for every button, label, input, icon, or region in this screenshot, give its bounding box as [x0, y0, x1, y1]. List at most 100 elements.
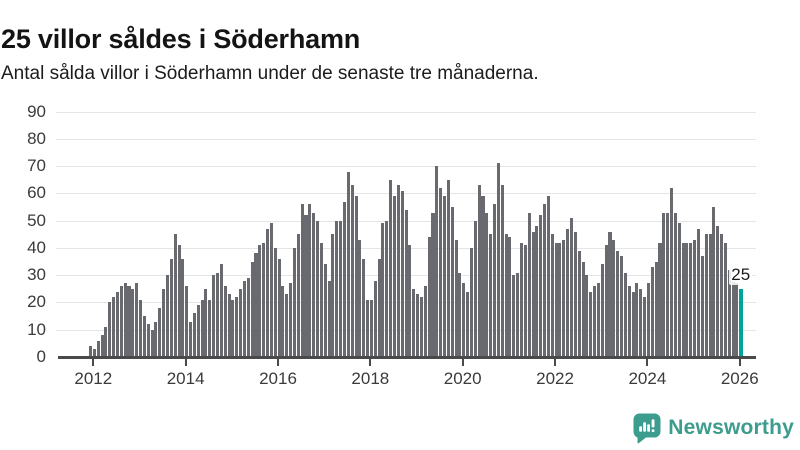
bar: [342, 201, 346, 357]
bar: [481, 196, 485, 357]
bar: [450, 207, 454, 357]
y-axis-label: 40: [27, 237, 46, 257]
bar: [239, 288, 243, 357]
bar: [566, 228, 570, 357]
bar: [177, 245, 181, 357]
x-axis-tick: [461, 358, 464, 366]
bar: [562, 239, 566, 357]
bar: [312, 212, 316, 357]
bar: [485, 212, 489, 357]
bar: [654, 261, 658, 357]
x-axis-label: 2022: [536, 369, 574, 388]
bar: [158, 307, 162, 357]
y-axis-label: 0: [36, 347, 46, 366]
bar: [527, 212, 531, 357]
bar: [304, 215, 308, 357]
x-axis-tick: [554, 358, 557, 366]
bar: [462, 283, 466, 357]
gridline-y70: [56, 166, 756, 168]
bar: [208, 299, 212, 357]
bar: [192, 313, 196, 357]
bar: [704, 234, 708, 357]
bar: [623, 272, 627, 357]
bar: [500, 185, 504, 357]
bar: [292, 247, 296, 357]
bar: [489, 234, 493, 357]
bar: [431, 212, 435, 357]
bar: [142, 316, 146, 357]
bar: [115, 291, 119, 357]
bar: [577, 250, 581, 357]
bar: [593, 286, 597, 357]
x-axis-label: 2018: [351, 369, 390, 388]
x-axis-label: 2016: [259, 369, 297, 388]
x-axis-tick: [738, 358, 741, 366]
highlight-bar: [739, 288, 743, 357]
bar: [504, 234, 508, 357]
chart-subtitle: Antal sålda villor i Söderhamn under de …: [1, 63, 539, 84]
bar: [215, 272, 220, 357]
bar: [231, 299, 235, 357]
bar: [469, 247, 473, 357]
bar: [127, 286, 131, 357]
bar: [539, 215, 543, 357]
newsworthy-logo[interactable]: Newsworthy: [633, 410, 794, 446]
bar: [119, 286, 123, 357]
bar: [558, 242, 562, 357]
bar: [735, 283, 739, 357]
bar: [712, 207, 716, 357]
bar: [362, 258, 366, 357]
bar: [727, 269, 731, 357]
newsworthy-wordmark: Newsworthy: [668, 416, 794, 439]
bar: [573, 231, 577, 357]
x-axis-tick: [646, 358, 649, 366]
bar: [316, 220, 320, 357]
bar: [585, 275, 589, 357]
bar: [354, 196, 358, 357]
bar: [631, 291, 635, 357]
x-axis-label: 2020: [443, 369, 482, 388]
bar: [339, 220, 343, 357]
bar: [108, 302, 112, 357]
bar: [546, 196, 550, 357]
bar: [135, 283, 139, 357]
bar: [165, 275, 169, 357]
y-axis-label: 10: [27, 319, 46, 339]
bar: [435, 166, 439, 357]
y-axis-label: 90: [27, 101, 46, 121]
bar: [416, 294, 420, 357]
bar: [404, 209, 408, 357]
bar: [139, 299, 143, 357]
bar: [335, 220, 339, 357]
page-title: 25 villor såldes i Söderhamn: [1, 24, 361, 55]
bar: [589, 291, 593, 357]
bar: [296, 234, 300, 357]
bar: [419, 297, 423, 357]
bar: [200, 299, 204, 357]
bar: [223, 286, 227, 357]
bar: [720, 234, 724, 357]
bar: [262, 242, 266, 357]
y-axis-label: 70: [27, 156, 46, 176]
bar: [639, 288, 643, 357]
bar: [535, 226, 539, 357]
bar: [658, 242, 662, 357]
bar: [731, 280, 735, 357]
bar: [400, 190, 404, 357]
bar: [266, 228, 270, 357]
x-axis-tick: [369, 358, 372, 366]
bar: [604, 245, 608, 357]
bar: [673, 212, 677, 357]
bar: [670, 188, 674, 357]
bar: [396, 185, 400, 357]
bar: [635, 283, 639, 357]
bar: [285, 294, 289, 357]
bar: [300, 204, 304, 357]
bar: [620, 256, 624, 357]
bar: [423, 286, 427, 357]
bar: [685, 242, 689, 357]
bar: [689, 242, 693, 357]
bar: [92, 348, 96, 357]
bar: [227, 294, 231, 357]
bar: [369, 299, 373, 357]
